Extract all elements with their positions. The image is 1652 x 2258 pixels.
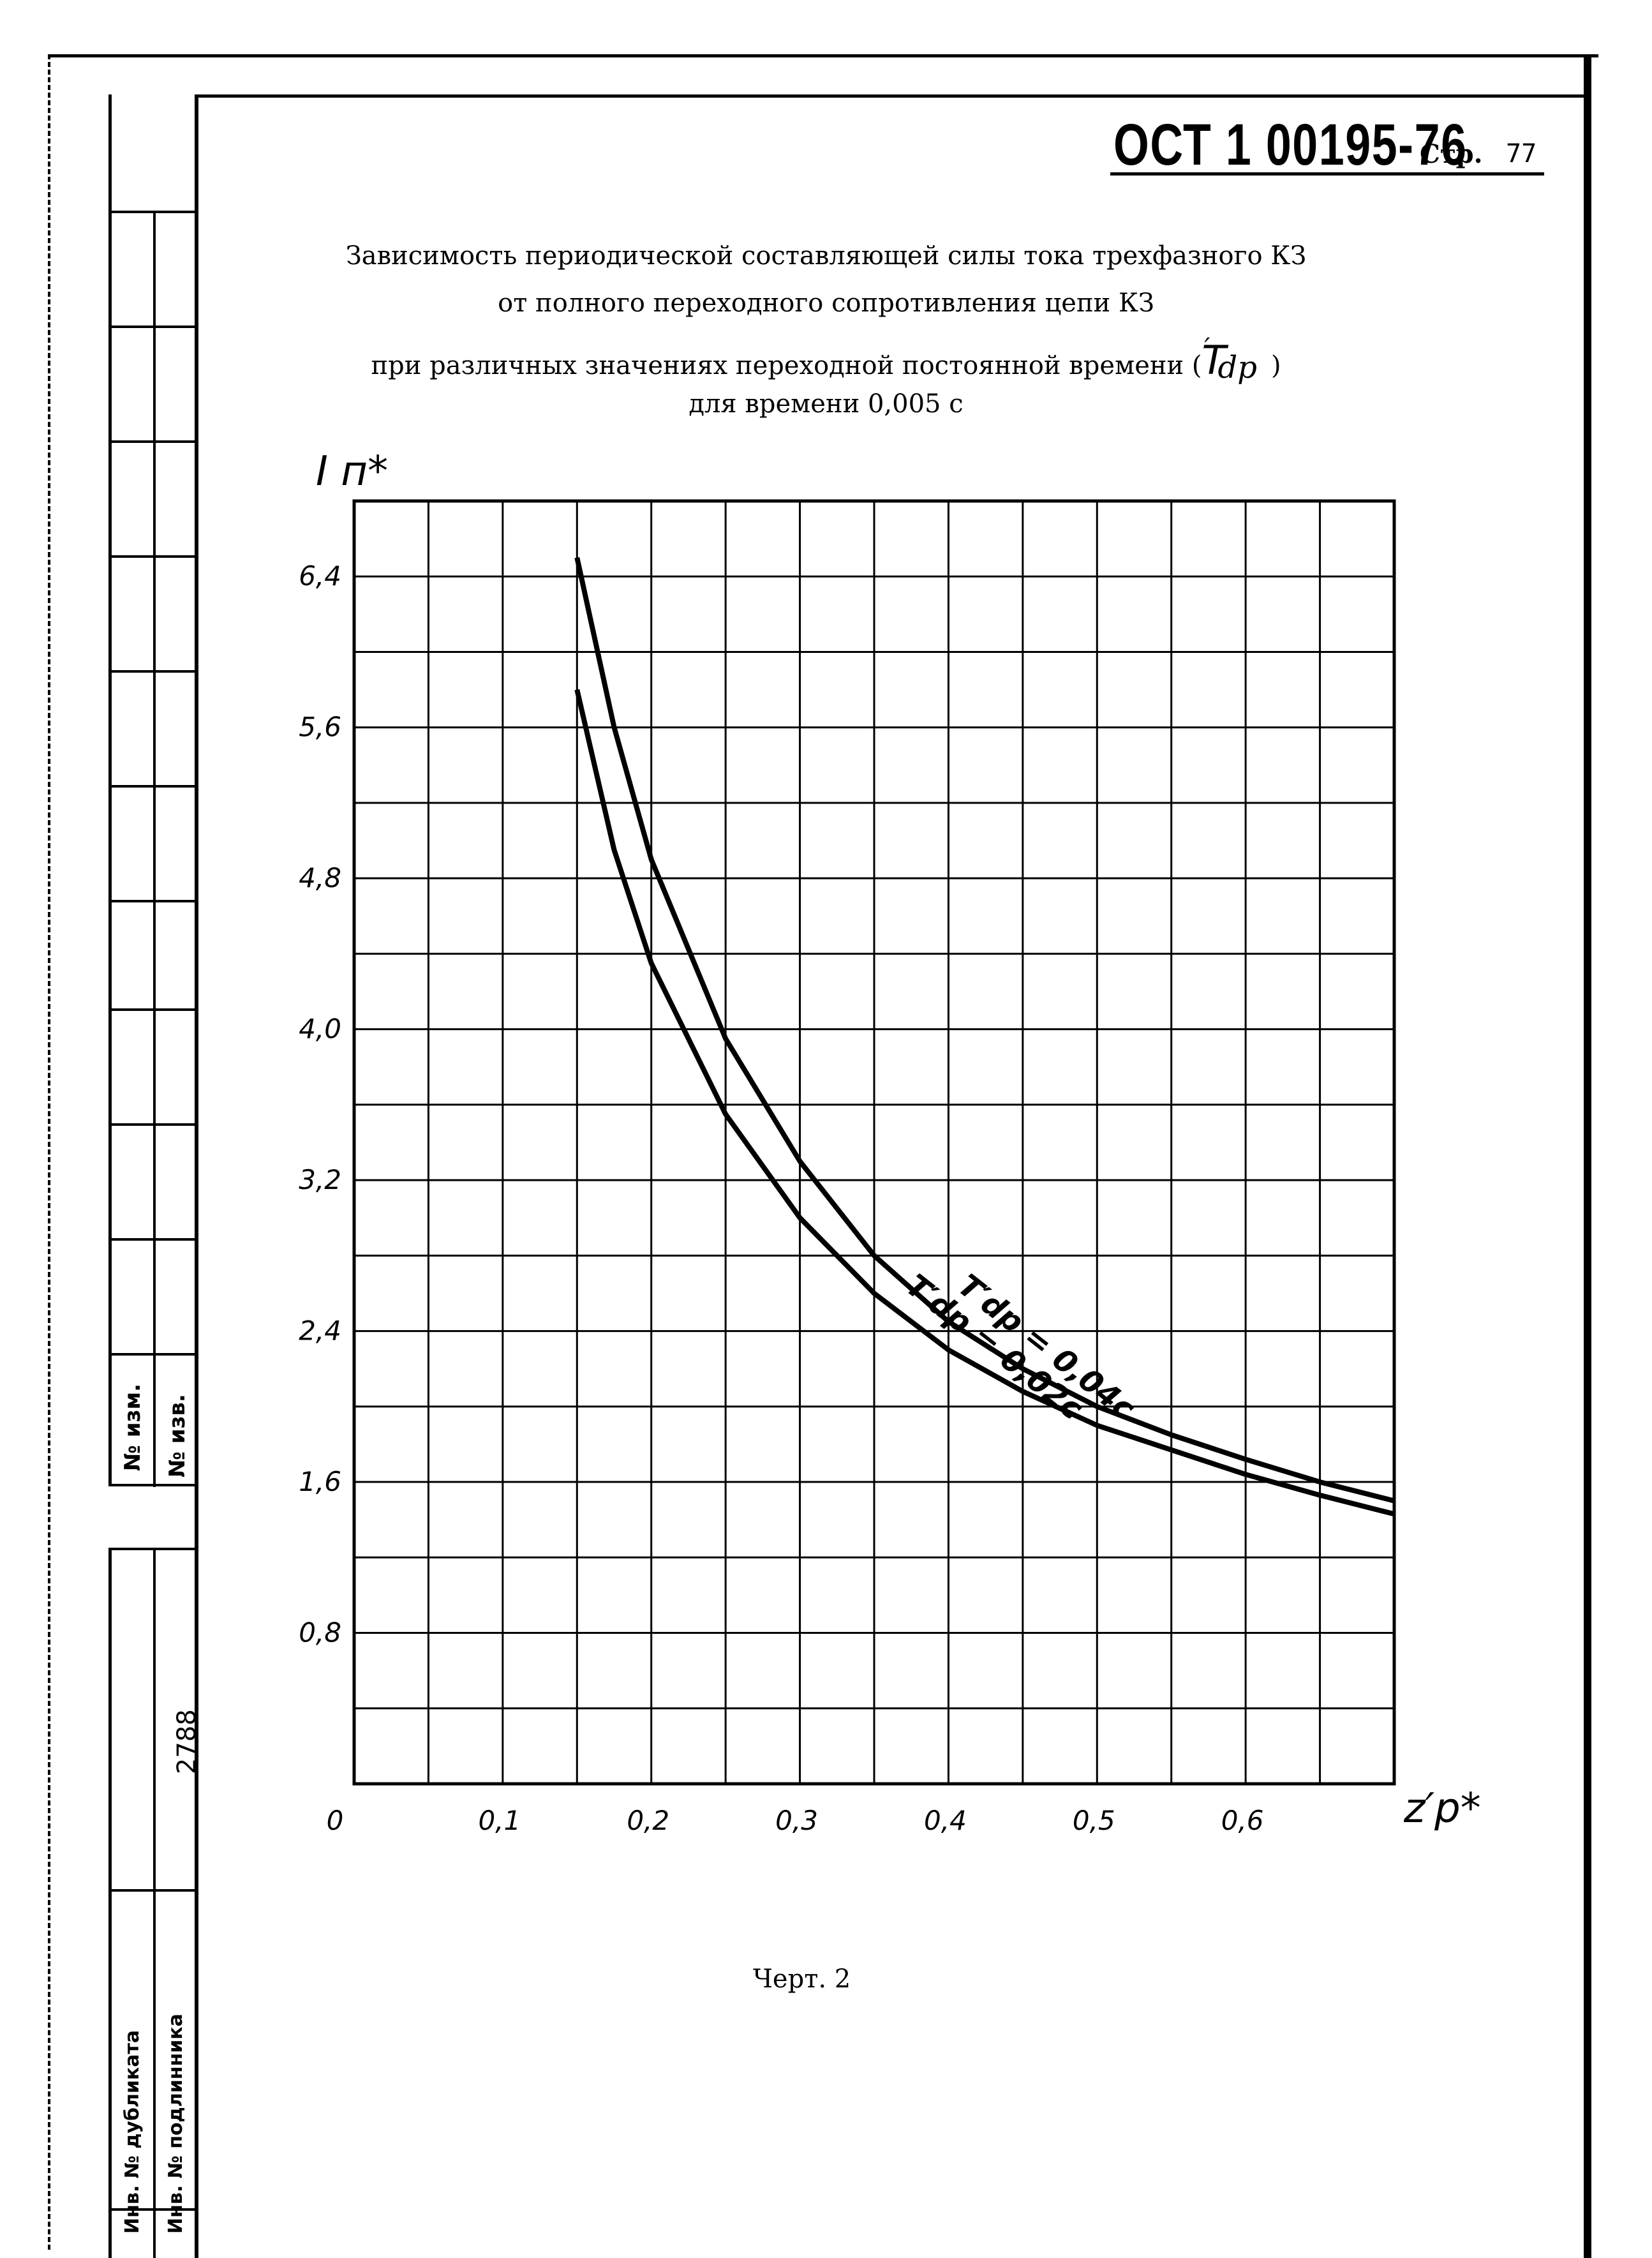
- margin-column-divider: [108, 94, 112, 1486]
- y-tick-label: 6,4: [299, 560, 341, 592]
- title-line-3-prefix: при различных значениях переходной посто…: [371, 351, 1202, 380]
- chart-title-line-4: для времени 0,005 с: [688, 389, 964, 419]
- y-tick-label: 4,8: [299, 862, 341, 893]
- frame-cut-line: [48, 54, 50, 2250]
- margin-cell-line: [108, 1484, 198, 1486]
- margin-cell-line: [108, 1353, 198, 1356]
- lower-stamp-line: [108, 2208, 198, 2211]
- time-constant-symbol: T: [1202, 337, 1226, 384]
- figure-caption: Черт. 2: [753, 1964, 851, 1994]
- margin-cell-line: [108, 1238, 198, 1241]
- x-tick-label: 0,3: [775, 1805, 818, 1836]
- y-axis-label: I п*: [316, 448, 388, 495]
- lower-stamp-divider: [153, 1548, 156, 2258]
- margin-cell-line: [108, 555, 198, 558]
- frame-top-border: [48, 54, 1598, 57]
- y-tick-label: 1,6: [299, 1466, 341, 1497]
- y-tick-label: 4,0: [299, 1013, 341, 1045]
- chart-title-line-1: Зависимость периодической составляющей с…: [345, 241, 1307, 271]
- x-tick-label: 0,6: [1221, 1805, 1264, 1836]
- margin-cell-line: [108, 440, 198, 443]
- margin-cell-line: [108, 900, 198, 902]
- lower-stamp-top: [108, 1548, 198, 1550]
- inner-frame-left: [195, 94, 198, 2258]
- series-curve-2: [574, 689, 1395, 1517]
- series-curve-1: [574, 557, 1395, 1504]
- margin-cell-line: [108, 1008, 198, 1011]
- x-tick-label: 0,4: [924, 1805, 967, 1836]
- y-tick-label: 2,4: [299, 1315, 341, 1347]
- inner-frame-top: [195, 94, 1589, 98]
- page-label: Стр.: [1420, 139, 1483, 169]
- document-code: ОСТ 1 00195-76: [1113, 112, 1468, 177]
- y-tick-label: 0,8: [299, 1617, 341, 1649]
- chart-title-line-3: при различных значениях переходной посто…: [0, 333, 1652, 385]
- margin-cell-line: [108, 325, 198, 328]
- x-tick-label: 0,5: [1073, 1805, 1115, 1836]
- lower-stamp-line: [108, 1889, 198, 1892]
- margin-cell-line: [108, 1123, 198, 1126]
- x-tick-label: 0: [327, 1805, 344, 1836]
- margin-column-divider-2: [153, 211, 156, 1487]
- time-constant-prime: ′: [1204, 333, 1210, 363]
- lower-stamp-left: [108, 1548, 112, 2258]
- y-tick-label: 5,6: [299, 712, 341, 743]
- chart-title-line-2: от полного переходного сопротивления цеп…: [498, 288, 1154, 318]
- page-number: 77: [1506, 139, 1537, 168]
- frame-right-border: [1584, 54, 1591, 2258]
- title-line-3-suffix: ): [1270, 351, 1281, 380]
- time-constant-subscript: dp: [1217, 350, 1257, 385]
- margin-cell-line: [108, 670, 198, 673]
- x-tick-label: 0,2: [627, 1805, 669, 1836]
- margin-cell-line: [108, 785, 198, 788]
- header-underline: [1110, 172, 1544, 176]
- x-tick-label: 0,1: [478, 1805, 521, 1836]
- margin-cell-line: [108, 211, 198, 213]
- x-axis-label: z′p*: [1403, 1785, 1481, 1832]
- y-tick-label: 3,2: [299, 1164, 341, 1195]
- plot-area-border: [352, 499, 1396, 1786]
